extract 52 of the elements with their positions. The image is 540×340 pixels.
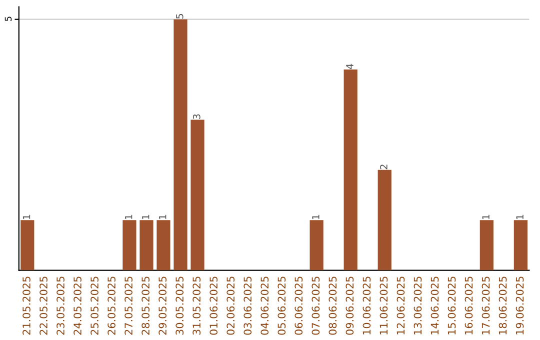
bar (122, 220, 136, 270)
x-tick-label: 26.05.2025 (108, 276, 116, 335)
x-tick-label: 23.05.2025 (56, 276, 64, 335)
bar (514, 220, 528, 270)
x-tick-label: 29.05.2025 (158, 276, 167, 335)
data-label: 1 (125, 214, 132, 220)
x-tick-label: 13.06.2025 (414, 276, 422, 334)
bar (310, 220, 324, 270)
bar (344, 70, 358, 270)
bar (20, 220, 34, 270)
data-label: 1 (23, 214, 30, 220)
x-tick-label: 28.05.2025 (142, 276, 150, 335)
x-tick-label: 10.06.2025 (362, 276, 371, 334)
x-tick-label: 01.06.2025 (210, 276, 218, 335)
x-tick-label: 24.05.2025 (74, 276, 82, 335)
x-tick-label: 21.05.2025 (22, 276, 30, 335)
bar (190, 120, 204, 270)
x-tick-label: 30.05.2025 (176, 276, 184, 335)
x-tick-label: 09.06.2025 (346, 276, 354, 335)
x-tick-label: 15.06.2025 (448, 276, 456, 334)
data-label: 2 (380, 164, 388, 170)
x-tick-label: 14.06.2025 (430, 276, 439, 334)
x-tick-label: 06.06.2025 (294, 276, 303, 335)
x-tick-label: 02.06.2025 (226, 276, 235, 335)
bar (480, 220, 494, 270)
bar (140, 220, 154, 270)
data-label: 1 (142, 214, 150, 220)
bar (156, 220, 170, 270)
x-tick-label: 19.06.2025 (516, 276, 524, 334)
x-tick-label: 31.05.2025 (192, 276, 201, 335)
data-label: 4 (346, 64, 354, 70)
x-tick-label: 12.06.2025 (396, 276, 405, 334)
x-tick-label: 03.06.2025 (244, 276, 252, 335)
x-tick-label: 22.05.2025 (40, 276, 48, 335)
x-tick-label: 04.06.2025 (260, 276, 269, 335)
x-tick-label: 18.06.2025 (498, 276, 507, 334)
data-label: 3 (192, 114, 200, 119)
data-label: 1 (159, 214, 166, 220)
x-tick-label: 08.06.2025 (328, 276, 337, 335)
x-tick-label: 11.06.2025 (380, 276, 388, 334)
data-label: 1 (516, 214, 524, 220)
bar (378, 170, 392, 270)
x-tick-label: 05.06.2025 (278, 276, 286, 335)
x-tick-label: 25.05.2025 (90, 276, 98, 335)
x-tick-label: 17.06.2025 (482, 276, 490, 334)
data-label: 1 (312, 214, 320, 220)
data-label: 1 (482, 214, 490, 220)
x-tick-label: 07.06.2025 (312, 276, 320, 335)
bar (174, 19, 188, 270)
x-tick-label: 27.05.2025 (124, 276, 132, 335)
data-label: 5 (176, 14, 184, 19)
x-tick-label: 16.06.2025 (464, 276, 473, 334)
